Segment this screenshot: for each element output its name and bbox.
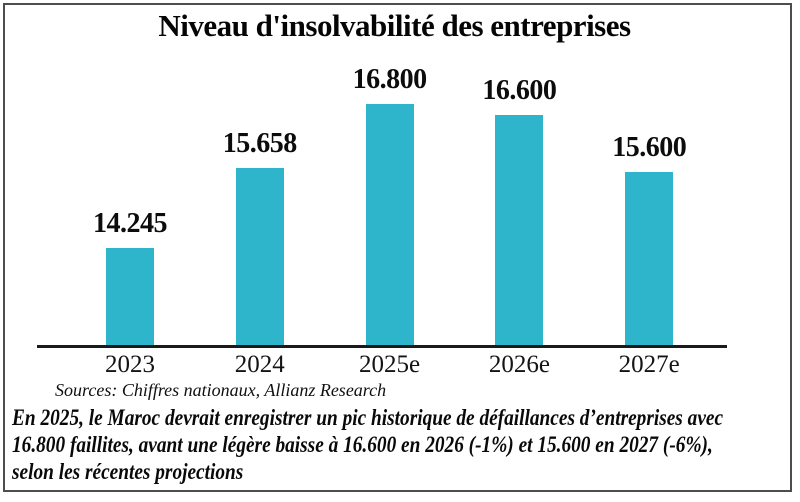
chart-title: Niveau d'insolvabilité des entreprises — [158, 8, 631, 43]
x-axis-line — [37, 345, 727, 348]
x-tick-label: 2026e — [488, 351, 550, 378]
bar-2023 — [106, 248, 154, 348]
bar-value-label: 16.800 — [352, 64, 428, 95]
x-tick-label: 2025e — [359, 351, 421, 378]
caption-line: 16.800 faillites, avant une légère baiss… — [12, 432, 713, 457]
bar-value-label: 14.245 — [93, 208, 168, 239]
bar-2026e — [495, 115, 544, 348]
x-tick-label: 2027e — [618, 351, 680, 378]
bar-2025e — [365, 104, 414, 348]
bar-2024 — [235, 168, 284, 348]
caption-line: selon les récentes projections — [12, 459, 244, 484]
bar-value-label: 15.600 — [612, 132, 687, 163]
bar-2027e — [625, 172, 674, 348]
x-tick-label: 2023 — [105, 351, 155, 378]
sources-note: Sources: Chiffres nationaux, Allianz Res… — [55, 380, 387, 400]
bar-value-label: 16.600 — [482, 75, 557, 106]
x-tick-label: 2024 — [234, 351, 285, 378]
caption: En 2025, le Maroc devrait enregistrer un… — [12, 404, 792, 485]
bar-value-label: 15.658 — [222, 128, 298, 159]
caption-line: En 2025, le Maroc devrait enregistrer un… — [12, 405, 724, 430]
